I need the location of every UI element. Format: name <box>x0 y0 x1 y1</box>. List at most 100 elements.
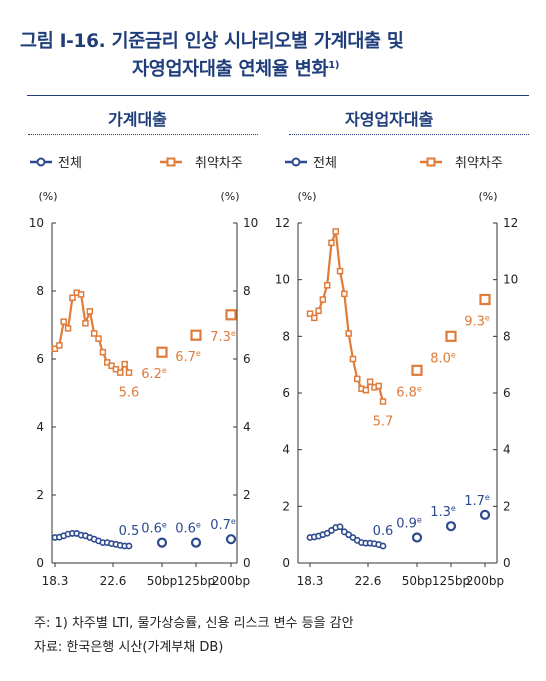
chart-title-self-employed: 자영업자대출 <box>345 110 434 129</box>
title-line-2: 자영업자대출 연체율 변화1) <box>20 54 404 82</box>
chart0-data-label-sup: e <box>196 349 201 358</box>
chart1-ytick-label-left: 0 <box>282 556 290 570</box>
footnote: 주: 1) 차주별 LTI, 물가상승률, 신용 리스크 변수 등을 감안 <box>34 616 354 631</box>
chart1-ytick-label-left: 12 <box>275 216 290 230</box>
chart1-legend-label-1: 취약차주 <box>455 156 503 171</box>
chart1-series-point-total <box>336 523 344 531</box>
chart1-series-point-vulnerable <box>311 314 318 322</box>
chart0-ytick-label-left: 2 <box>36 488 44 502</box>
chart0-series-point-vulnerable <box>112 365 120 373</box>
chart0-ytick-label-left: 6 <box>36 352 44 366</box>
chart0-series-point-vulnerable <box>77 291 85 298</box>
chart1-xtick-label: 50bp <box>402 574 433 588</box>
chart0-data-label-value: 0.6 <box>175 522 196 537</box>
chart0-data-label-7: 7.3e <box>210 329 236 345</box>
chart0-data-label-value: 0.5 <box>119 524 140 539</box>
chart1-xtick-label: 125bp <box>432 574 470 588</box>
chart1-data-label-0: 0.6 <box>373 524 394 539</box>
chart1-series-point-total <box>379 542 387 550</box>
chart0-xtick-label: 125bp <box>177 574 215 588</box>
chart0-ytick-label-right: 2 <box>243 488 251 502</box>
chart0-ytick-label-left: 10 <box>29 216 44 230</box>
chart1-data-label-1: 5.7 <box>373 415 394 430</box>
chart1-series-point-vulnerable <box>345 330 352 337</box>
chart1-data-label-value: 0.6 <box>373 524 394 539</box>
chart0-data-label-value: 0.7 <box>210 518 231 533</box>
chart1-data-label-sup: e <box>417 384 422 393</box>
chart1-data-label-6: 8.0e <box>430 350 456 366</box>
chart0-data-label-3: 0.6e <box>175 521 201 537</box>
chart1-scenario-point-total-0 <box>411 532 423 543</box>
chart0-ytick-label-right: 0 <box>243 556 251 570</box>
chart0-legend-label-0: 전체 <box>58 156 82 171</box>
subtitle-rule-household <box>28 134 258 135</box>
chart0-data-label-sup: e <box>231 517 236 526</box>
chart0-scenario-point-vulnerable-0 <box>156 346 168 358</box>
chart1-series-point-vulnerable <box>323 282 331 289</box>
title-line-1: 그림 Ⅰ-16. 기준금리 인상 시나리오별 가계대출 및 <box>20 31 404 52</box>
chart1-ytick-label-left: 4 <box>282 443 290 457</box>
chart0-series-point-vulnerable <box>69 294 76 302</box>
chart0-scenario-point-vulnerable-2 <box>225 309 237 321</box>
chart0-data-label-1: 5.6 <box>119 386 140 401</box>
chart0-scenario-point-total-2 <box>225 534 237 545</box>
chart0-series-point-total <box>125 542 133 550</box>
chart1-series-point-vulnerable <box>379 398 387 405</box>
chart1-series-line-1 <box>309 231 385 402</box>
chart1-xtick-label: 18.3 <box>297 574 324 588</box>
source-note: 자료: 한국은행 시산(가계부채 DB) <box>34 640 224 655</box>
chart1-data-label-value: 1.3 <box>430 505 451 520</box>
chart1-ytick-label-right: 10 <box>503 273 518 287</box>
chart1-ytick-label-right: 12 <box>503 216 518 230</box>
chart0-xtick-label: 50bp <box>147 574 178 588</box>
chart0-data-label-0: 0.5 <box>119 524 140 539</box>
chart0-ytick-label-right: 4 <box>243 420 251 434</box>
chart1-ytick-label-left: 6 <box>282 386 290 400</box>
title-line-2-text: 자영업자대출 연체율 변화 <box>132 59 329 81</box>
chart1-scenario-point-vulnerable-2 <box>479 293 491 306</box>
chart1-data-label-sup: e <box>485 314 490 323</box>
chart0-ytick-label-left: 8 <box>36 284 44 298</box>
chart0-data-label-value: 6.2 <box>141 367 162 382</box>
chart0-data-label-value: 0.6 <box>141 522 162 537</box>
chart0-series-point-vulnerable <box>103 359 111 366</box>
chart0-ytick-label-left: 0 <box>36 556 44 570</box>
chart0-data-label-5: 6.2e <box>141 366 167 382</box>
chart0-data-label-value: 6.7 <box>175 350 196 365</box>
chart0-data-label-6: 6.7e <box>175 349 201 365</box>
chart1-data-label-7: 9.3e <box>464 314 490 330</box>
chart0-ytick-label-right: 8 <box>243 284 251 298</box>
chart1-series-point-vulnerable <box>362 386 370 394</box>
chart0-data-label-sup: e <box>162 366 167 375</box>
chart1-ytick-label-right: 6 <box>503 386 511 400</box>
chart1-data-label-value: 5.7 <box>373 415 394 430</box>
chart0-xtick-label: 18.3 <box>42 574 69 588</box>
chart1-legend-marker-1 <box>426 157 436 167</box>
chart1-series-point-vulnerable <box>341 290 348 298</box>
chart0-data-label-sup: e <box>231 329 236 338</box>
chart1-scenario-point-total-1 <box>445 521 457 532</box>
chart1-data-label-value: 0.9 <box>396 517 417 532</box>
chart0-data-label-sup: e <box>196 521 201 530</box>
chart0-scenario-point-total-0 <box>156 537 168 548</box>
title-footnote-mark: 1) <box>328 60 340 71</box>
chart1-series-point-vulnerable <box>319 296 327 303</box>
chart0-data-label-4: 0.7e <box>210 517 236 533</box>
chart1-series-point-vulnerable <box>332 228 340 235</box>
chart1-ytick-label-right: 0 <box>503 556 511 570</box>
chart1-data-label-value: 6.8 <box>396 385 417 400</box>
chart1-xtick-label: 22.6 <box>355 574 382 588</box>
chart1-scenario-point-total-2 <box>479 509 491 520</box>
chart0-ytick-label-right: 10 <box>243 216 258 230</box>
chart-title-household: 가계대출 <box>108 110 167 129</box>
chart0-series-point-vulnerable <box>108 362 115 370</box>
chart0-ytick-label-right: 6 <box>243 352 251 366</box>
chart1-data-label-sup: e <box>485 493 490 502</box>
chart1-data-label-2: 0.9e <box>396 516 422 532</box>
chart1-ytick-label-right: 4 <box>503 443 511 457</box>
chart1-data-label-sup: e <box>417 516 422 525</box>
chart1-legend-label-0: 전체 <box>313 156 337 171</box>
chart0-legend-marker-1 <box>166 157 176 167</box>
chart1-data-label-value: 1.7 <box>464 494 485 509</box>
chart0-scenario-point-total-1 <box>190 537 202 548</box>
